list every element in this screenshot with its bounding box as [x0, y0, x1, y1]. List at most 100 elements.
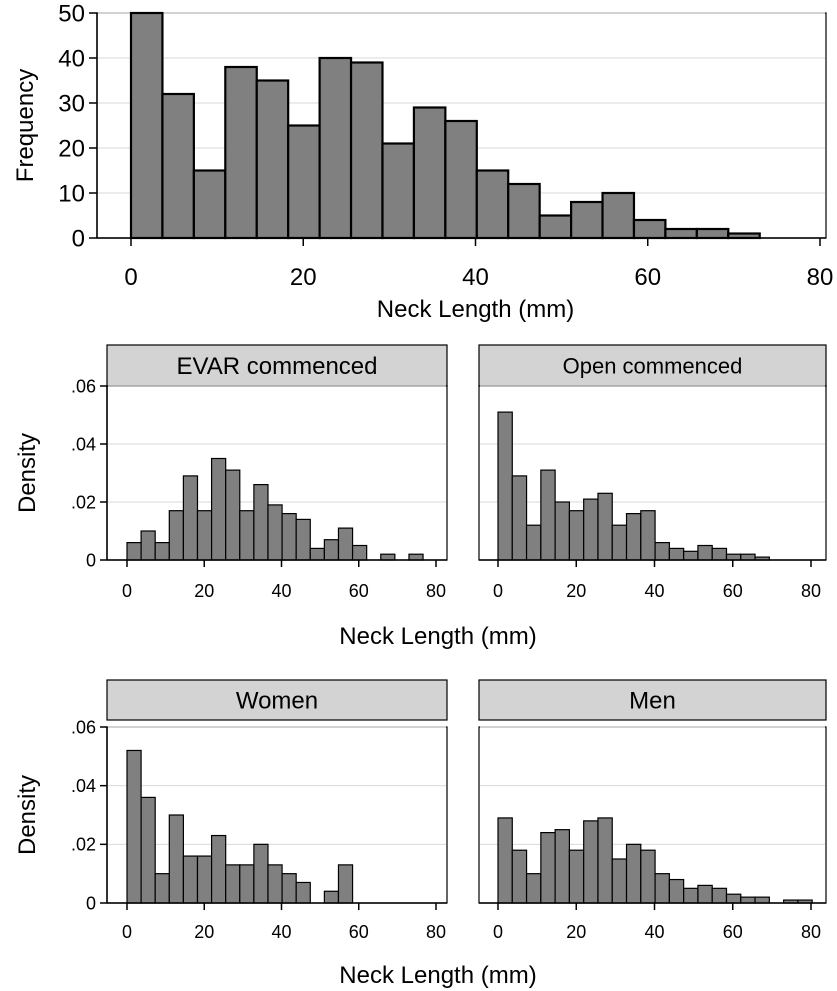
bar-women-1	[140, 796, 156, 904]
x-tick-label-evar-3: 60	[349, 581, 369, 601]
x-tick-label-open-3: 60	[723, 581, 743, 601]
y-tick-label-evar-3: .06	[71, 376, 96, 396]
bar-men-9	[625, 843, 642, 904]
bar-women-9	[253, 843, 269, 904]
panel-women: Women 0 20 40 60 80 0 .02 .04 .06 Density	[14, 679, 448, 942]
x-tick-label-women-4: 80	[426, 922, 446, 942]
bar-evar-5	[196, 510, 213, 561]
bar-evar-15	[337, 527, 354, 561]
bar-evar-6	[210, 457, 227, 561]
bar-women-8	[239, 864, 255, 904]
bar-women-12	[295, 881, 311, 904]
x-tick-label-men-0: 0	[493, 922, 503, 942]
bar-evar-10	[267, 504, 283, 561]
bar-top-0	[129, 11, 164, 240]
bar-men-4	[554, 829, 571, 904]
bar-open-11	[654, 541, 670, 561]
bar-men-5	[568, 849, 585, 904]
x-tick-label-evar-2: 40	[271, 581, 291, 601]
bar-women-14	[323, 890, 340, 904]
x-tick-label-men-4: 80	[801, 922, 821, 942]
bar-men-16	[725, 893, 742, 904]
x-tick-label-top-3: 60	[634, 264, 661, 291]
bar-men-3	[540, 831, 556, 904]
bar-women-2	[154, 873, 170, 904]
panel-strip-women	[106, 679, 448, 721]
y-tick-label-evar-1: .02	[71, 492, 96, 512]
panel-title-evar: EVAR commenced	[177, 353, 378, 380]
bar-open-4	[554, 501, 571, 561]
bar-top-10	[444, 119, 478, 240]
bar-men-0	[497, 817, 513, 904]
panel-strip-evar	[106, 344, 448, 387]
bar-women-0	[126, 749, 142, 904]
x-tick-label-evar-1: 20	[194, 581, 214, 601]
panel-strip-men	[478, 679, 827, 721]
bar-top-6	[318, 56, 353, 240]
bar-evar-8	[239, 510, 255, 561]
bar-open-13	[683, 550, 699, 561]
y-tick-label-women-3: .06	[71, 717, 96, 737]
bar-men-7	[597, 817, 613, 904]
y-tick-label-women-2: .04	[71, 776, 96, 796]
x-tick-label-top-0: 0	[124, 264, 137, 291]
bar-evar-12	[295, 518, 311, 561]
y-tick-label-women-0: 0	[86, 893, 96, 913]
bar-top-5	[287, 124, 321, 240]
y-tick-label-evar-2: .04	[71, 434, 96, 454]
bar-top-15	[601, 191, 636, 240]
bar-open-5	[568, 510, 585, 561]
bar-women-4	[182, 855, 199, 904]
bar-men-15	[711, 887, 728, 904]
middle-row-x-axis-label: Neck Length (mm)	[339, 623, 536, 650]
bar-open-7	[597, 492, 613, 561]
bar-open-8	[611, 524, 628, 561]
bottom-row-x-axis-label: Neck Length (mm)	[339, 962, 536, 989]
panel-title-open: Open commenced	[563, 353, 743, 378]
bar-evar-9	[253, 484, 269, 561]
x-tick-label-top-4: 80	[807, 264, 834, 291]
bar-evar-16	[351, 544, 368, 561]
bar-men-2	[525, 873, 542, 904]
bar-men-11	[654, 873, 670, 904]
panel-top: 0 20 40 60 80 0 10 20 30 40 50 Frequency Neck Length…	[12, 0, 833, 323]
bar-open-6	[583, 498, 599, 561]
bar-men-13	[683, 887, 699, 904]
bar-top-17	[664, 227, 698, 240]
x-tick-label-evar-0: 0	[122, 581, 132, 601]
y-axis-label-evar: Density	[14, 433, 41, 513]
x-tick-label-open-2: 40	[644, 581, 664, 601]
y-tick-label-women-1: .02	[71, 835, 96, 855]
bar-women-11	[281, 873, 297, 904]
x-tick-label-top-2: 40	[462, 264, 489, 291]
bar-women-10	[267, 864, 283, 904]
x-tick-label-women-2: 40	[271, 922, 291, 942]
panel-title-men: Men	[629, 688, 676, 715]
bar-open-0	[497, 411, 513, 561]
bar-evar-1	[140, 530, 156, 561]
x-tick-label-top-1: 20	[290, 264, 317, 291]
bar-open-10	[640, 510, 656, 561]
bar-top-16	[632, 218, 667, 240]
panel-title-women: Women	[236, 688, 318, 715]
bar-open-3	[540, 469, 556, 561]
bar-open-14	[697, 544, 713, 561]
bar-men-14	[697, 884, 713, 904]
bar-open-17	[740, 553, 756, 561]
panel-evar: EVAR commenced 0 20 40 60 80 0 .02 .04 .06 Density	[14, 344, 448, 601]
x-tick-label-women-0: 0	[122, 922, 132, 942]
panels: 0 20 40 60 80 0 10 20 30 40 50 Frequency Neck Length…	[12, 0, 833, 942]
bar-top-4	[255, 79, 290, 240]
x-tick-label-open-0: 0	[493, 581, 503, 601]
y-tick-label-top-5: 50	[58, 0, 85, 27]
bar-men-12	[668, 878, 685, 904]
bar-women-7	[225, 864, 241, 904]
y-tick-label-top-3: 30	[58, 90, 85, 117]
bar-top-18	[695, 227, 730, 240]
bar-open-9	[625, 512, 642, 561]
bar-evar-20	[408, 553, 424, 561]
bar-top-12	[507, 182, 541, 240]
x-tick-label-men-3: 60	[723, 922, 743, 942]
bar-evar-0	[126, 541, 142, 561]
